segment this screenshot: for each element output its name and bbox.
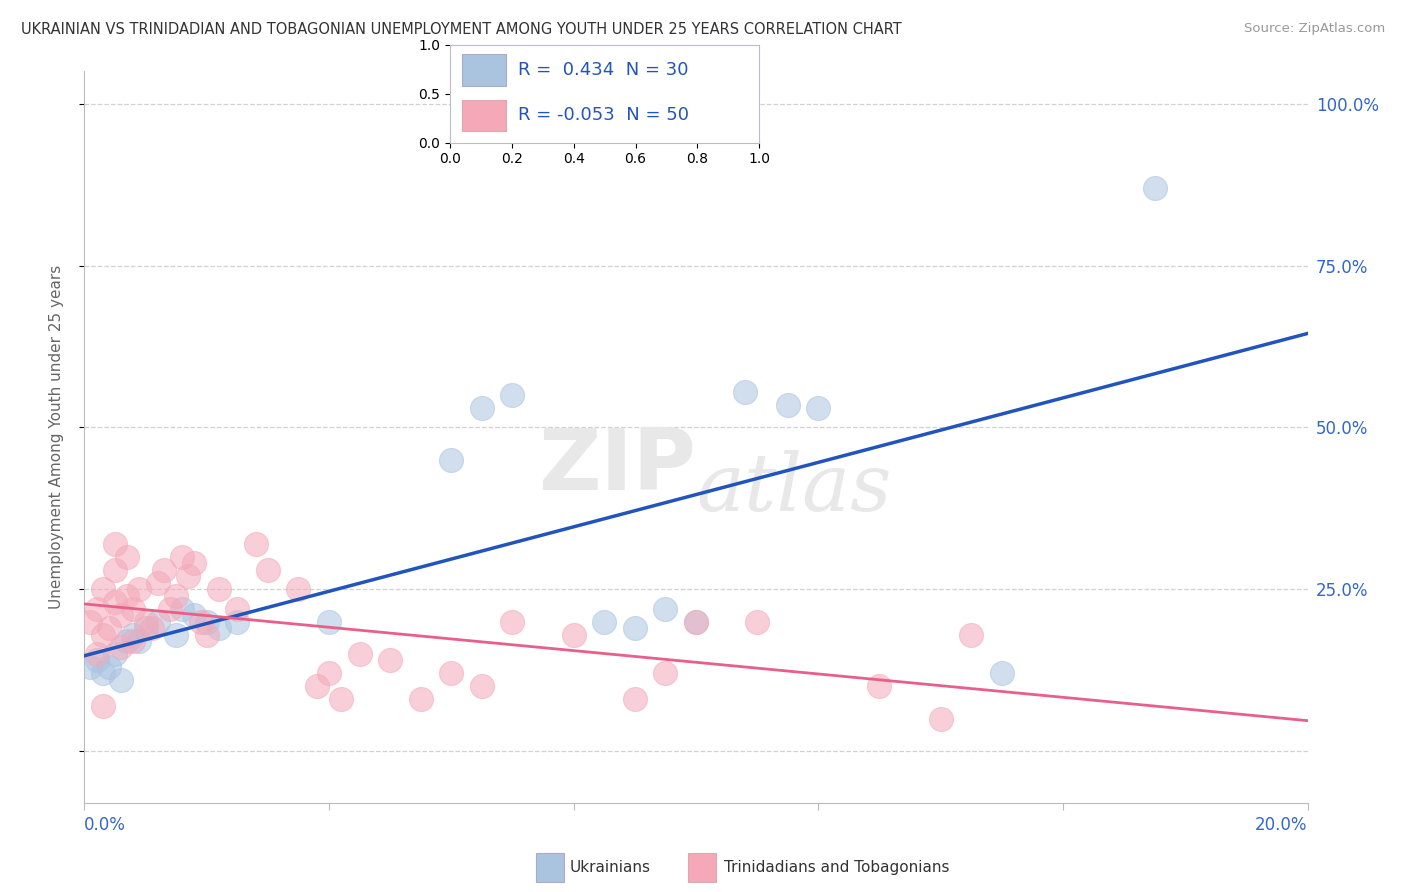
Point xyxy=(172,601,194,615)
Point xyxy=(318,615,340,629)
Point xyxy=(153,563,176,577)
Point xyxy=(104,537,127,551)
Text: UKRAINIAN VS TRINIDADIAN AND TOBAGONIAN UNEMPLOYMENT AMONG YOUTH UNDER 25 YEARS : UKRAINIAN VS TRINIDADIAN AND TOBAGONIAN … xyxy=(21,22,901,37)
Point xyxy=(929,712,952,726)
Point xyxy=(471,679,494,693)
Point xyxy=(110,673,132,687)
Point xyxy=(115,634,138,648)
Point xyxy=(122,634,145,648)
Point xyxy=(807,401,830,415)
Point xyxy=(654,666,676,681)
Point xyxy=(734,384,756,399)
Point xyxy=(91,627,114,641)
Point xyxy=(79,615,101,629)
Point xyxy=(86,647,108,661)
Point xyxy=(146,575,169,590)
Point xyxy=(183,608,205,623)
Point xyxy=(195,627,218,641)
Text: Trinidadians and Tobagonians: Trinidadians and Tobagonians xyxy=(724,860,949,874)
Text: atlas: atlas xyxy=(696,450,891,527)
Point xyxy=(86,653,108,667)
Point xyxy=(245,537,267,551)
Point xyxy=(190,615,212,629)
Point xyxy=(177,569,200,583)
Point xyxy=(502,388,524,402)
Point xyxy=(562,627,585,641)
Point xyxy=(318,666,340,681)
Point xyxy=(349,647,371,661)
Point xyxy=(685,615,707,629)
Point xyxy=(226,601,249,615)
Point xyxy=(624,692,647,706)
Point xyxy=(624,621,647,635)
Point xyxy=(141,621,163,635)
Point xyxy=(128,582,150,597)
FancyBboxPatch shape xyxy=(688,854,716,881)
Point xyxy=(1143,181,1166,195)
Point xyxy=(960,627,983,641)
Point xyxy=(122,601,145,615)
Text: ZIP: ZIP xyxy=(538,425,696,508)
Point xyxy=(115,549,138,564)
Text: R =  0.434  N = 30: R = 0.434 N = 30 xyxy=(517,62,689,79)
Point xyxy=(97,660,120,674)
Point xyxy=(330,692,353,706)
Point xyxy=(991,666,1014,681)
Point xyxy=(869,679,891,693)
Point xyxy=(110,640,132,655)
Point xyxy=(135,615,157,629)
Point xyxy=(305,679,328,693)
Point xyxy=(409,692,432,706)
Point xyxy=(135,621,157,635)
Point xyxy=(593,615,616,629)
Point xyxy=(122,627,145,641)
Point xyxy=(208,621,231,635)
Text: R = -0.053  N = 50: R = -0.053 N = 50 xyxy=(517,106,689,124)
Text: 20.0%: 20.0% xyxy=(1256,816,1308,834)
Point xyxy=(747,615,769,629)
Point xyxy=(104,563,127,577)
Text: 0.0%: 0.0% xyxy=(84,816,127,834)
Point xyxy=(208,582,231,597)
Point xyxy=(380,653,402,667)
Point xyxy=(257,563,280,577)
Text: Ukrainians: Ukrainians xyxy=(569,860,651,874)
Point xyxy=(654,601,676,615)
Point xyxy=(128,634,150,648)
Point xyxy=(172,549,194,564)
FancyBboxPatch shape xyxy=(463,54,506,86)
Point xyxy=(110,608,132,623)
Point xyxy=(776,398,799,412)
Point xyxy=(104,647,127,661)
Point xyxy=(440,666,463,681)
Point xyxy=(91,582,114,597)
Point xyxy=(440,452,463,467)
Point xyxy=(115,589,138,603)
Point xyxy=(79,660,101,674)
Text: Source: ZipAtlas.com: Source: ZipAtlas.com xyxy=(1244,22,1385,36)
Point xyxy=(104,595,127,609)
Point xyxy=(86,601,108,615)
Point xyxy=(471,401,494,415)
Point xyxy=(91,666,114,681)
Point xyxy=(165,627,187,641)
Point xyxy=(226,615,249,629)
Point xyxy=(195,615,218,629)
Point xyxy=(183,557,205,571)
Point xyxy=(97,621,120,635)
Point xyxy=(165,589,187,603)
Point xyxy=(159,601,181,615)
Point xyxy=(685,615,707,629)
Y-axis label: Unemployment Among Youth under 25 years: Unemployment Among Youth under 25 years xyxy=(49,265,63,609)
FancyBboxPatch shape xyxy=(536,854,564,881)
Point xyxy=(146,615,169,629)
Point xyxy=(287,582,309,597)
Point xyxy=(91,698,114,713)
Point xyxy=(502,615,524,629)
FancyBboxPatch shape xyxy=(463,100,506,131)
